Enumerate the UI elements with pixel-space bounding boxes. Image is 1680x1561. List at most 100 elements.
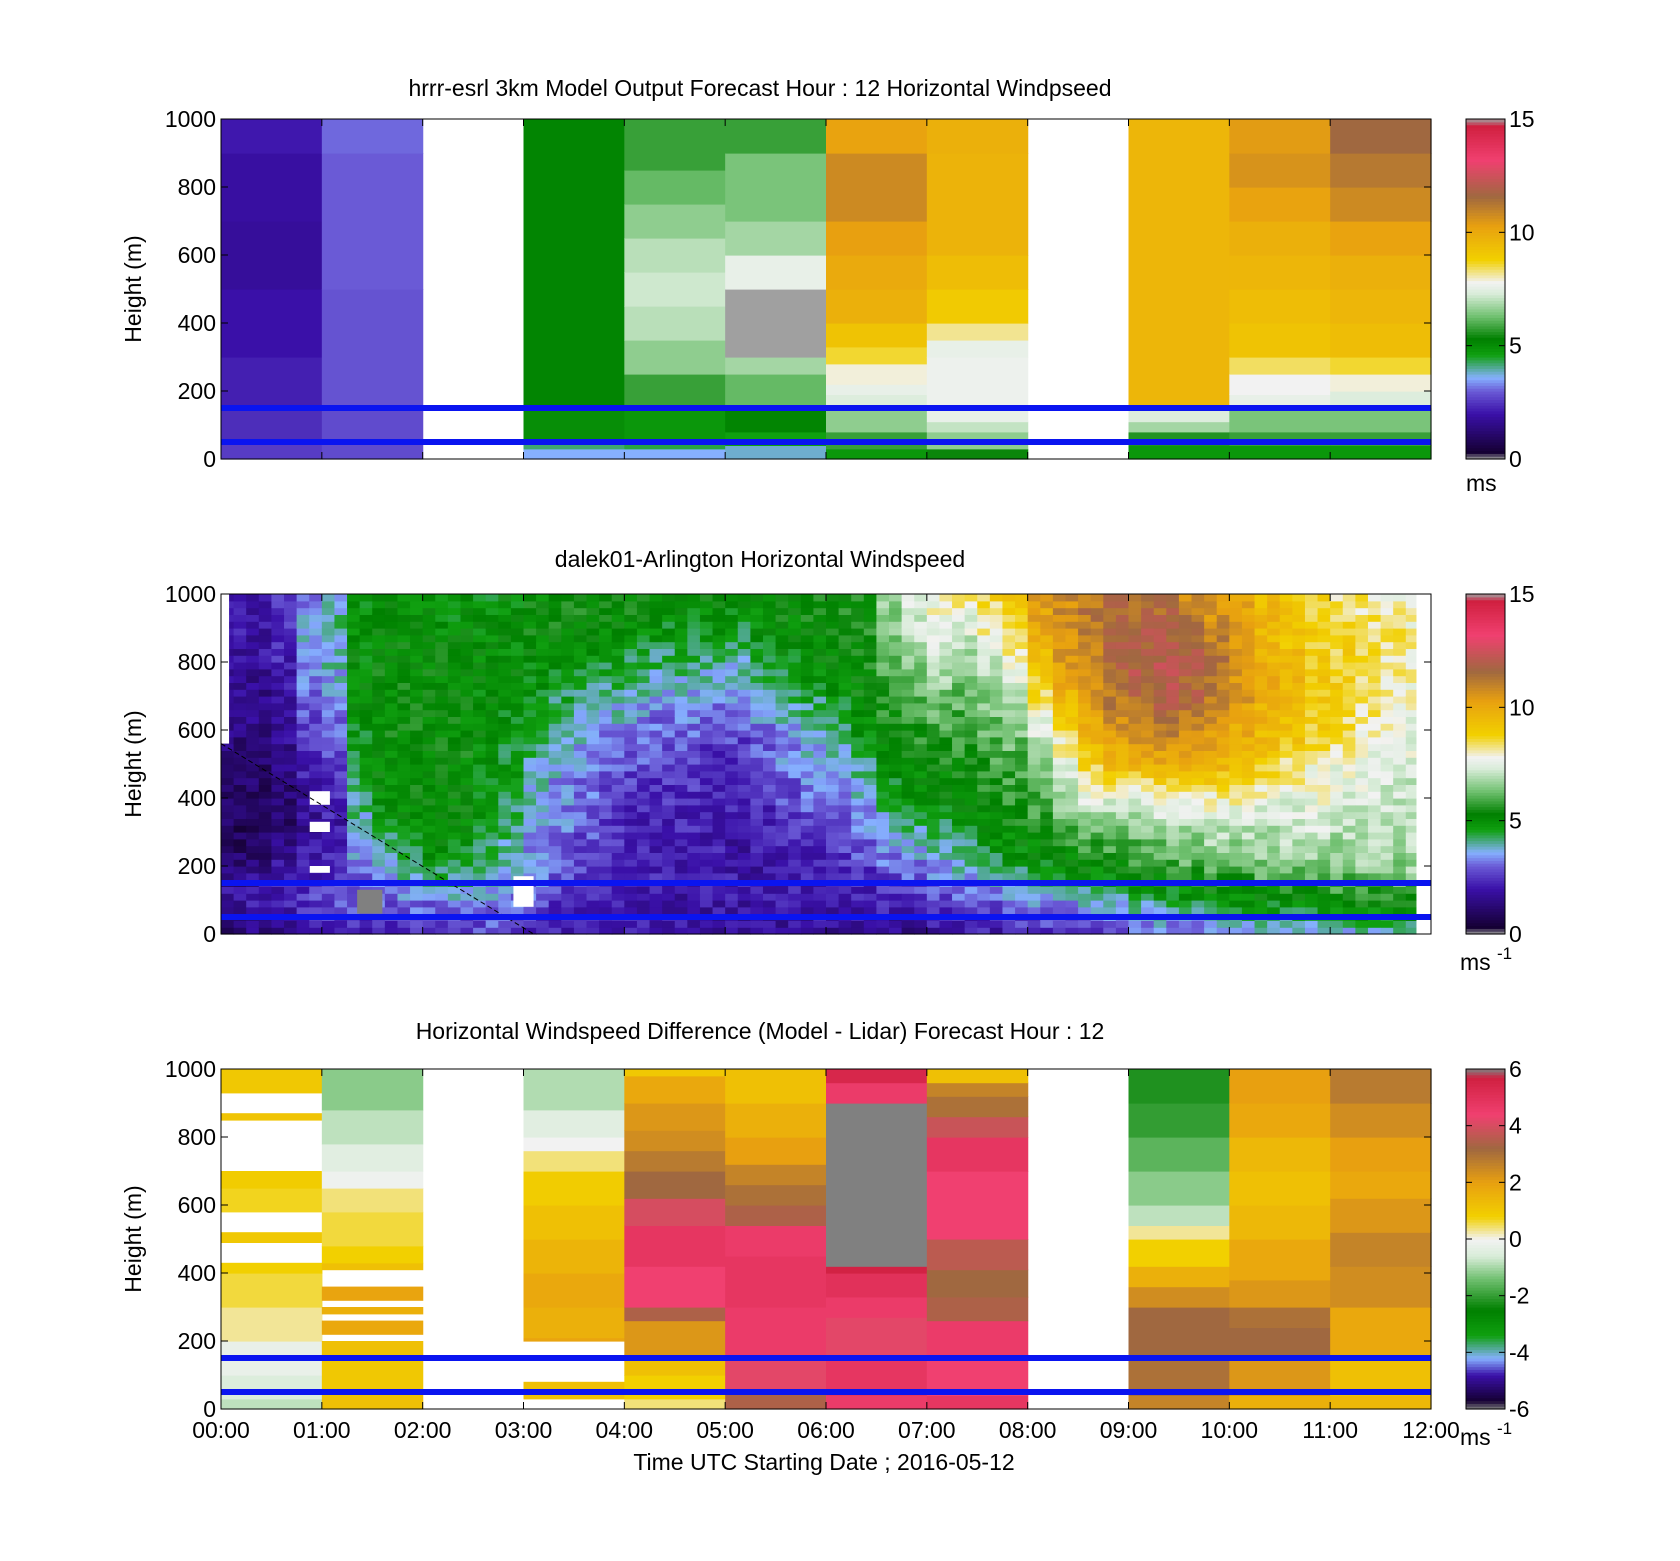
heatmap-cell xyxy=(1380,730,1394,738)
heatmap-cell xyxy=(246,845,260,853)
heatmap-cell xyxy=(1128,628,1142,636)
heatmap-cell xyxy=(485,920,499,928)
heatmap-cell xyxy=(334,886,348,894)
heatmap-cell xyxy=(447,682,462,690)
heatmap-cell xyxy=(1141,777,1155,785)
heatmap-cell xyxy=(624,204,726,239)
heatmap-cell xyxy=(926,757,941,765)
heatmap-cell xyxy=(662,757,676,765)
heatmap-cell xyxy=(1191,675,1205,683)
heatmap-cell xyxy=(1317,648,1331,656)
colorbar-swatch xyxy=(1466,450,1505,454)
heatmap-cell xyxy=(952,702,966,711)
heatmap-cell xyxy=(662,607,676,615)
heatmap-cell xyxy=(737,607,751,615)
heatmap-cell xyxy=(435,872,449,881)
heatmap-cell xyxy=(1052,634,1067,643)
heatmap-cell xyxy=(788,757,802,765)
colorbar-swatch xyxy=(1466,192,1505,197)
heatmap-cell xyxy=(1115,689,1130,697)
heatmap-cell xyxy=(359,668,373,677)
heatmap-cell xyxy=(321,777,336,785)
heatmap-cell xyxy=(498,750,512,758)
heatmap-cell xyxy=(296,689,310,697)
heatmap-cell xyxy=(548,927,562,935)
heatmap-cell xyxy=(296,682,310,690)
heatmap-cell xyxy=(1229,187,1331,222)
heatmap-cell xyxy=(624,374,726,409)
heatmap-cell xyxy=(1015,859,1029,867)
heatmap-cell xyxy=(422,906,436,915)
heatmap-cell xyxy=(737,689,751,697)
heatmap-cell xyxy=(1166,838,1180,847)
heatmap-cell xyxy=(914,866,928,874)
heatmap-cell xyxy=(397,743,411,751)
heatmap-cell xyxy=(485,818,499,826)
heatmap-cell xyxy=(410,770,424,779)
heatmap-cell xyxy=(636,784,651,792)
heatmap-cell xyxy=(826,886,840,894)
heatmap-cell xyxy=(1103,845,1117,853)
heatmap-cell xyxy=(1002,600,1016,609)
heatmap-cell xyxy=(649,900,663,908)
heatmap-cell xyxy=(548,600,562,609)
heatmap-cell xyxy=(510,614,525,622)
colorbar-swatch xyxy=(1466,283,1505,287)
heatmap-cell xyxy=(775,798,789,806)
heatmap-cell xyxy=(1267,668,1281,677)
heatmap-cell xyxy=(548,662,562,670)
heatmap-cell xyxy=(863,709,878,717)
heatmap-cell xyxy=(1330,600,1344,609)
heatmap-cell xyxy=(926,682,941,690)
heatmap-cell xyxy=(271,893,285,901)
heatmap-cell xyxy=(939,743,953,751)
heatmap-cell xyxy=(473,662,487,670)
heatmap-cell xyxy=(548,655,562,663)
heatmap-cell xyxy=(536,648,550,656)
heatmap-cell xyxy=(460,893,474,901)
heatmap-cell xyxy=(1090,838,1104,847)
heatmap-cell xyxy=(384,696,399,704)
heatmap-cell xyxy=(1355,621,1369,629)
heatmap-cell xyxy=(498,743,512,751)
heatmap-cell xyxy=(1304,866,1319,874)
heatmap-cell xyxy=(359,927,373,935)
heatmap-cell xyxy=(611,927,625,935)
heatmap-cell xyxy=(1355,689,1369,697)
heatmap-cell xyxy=(1204,784,1218,792)
heatmap-cell xyxy=(485,906,499,915)
heatmap-cell xyxy=(737,900,751,908)
heatmap-cell xyxy=(977,927,991,935)
heatmap-cell xyxy=(1279,621,1293,629)
heatmap-cell xyxy=(1355,614,1369,622)
heatmap-cell xyxy=(309,723,323,731)
colorbar-swatch xyxy=(1466,320,1505,324)
heatmap-cell xyxy=(586,716,600,724)
heatmap-cell xyxy=(952,634,966,643)
heatmap-cell xyxy=(674,730,688,738)
heatmap-cell xyxy=(1015,900,1029,908)
heatmap-cell xyxy=(1317,675,1331,683)
heatmap-cell xyxy=(221,920,235,928)
heatmap-cell xyxy=(284,770,298,779)
heatmap-cell xyxy=(1254,872,1268,881)
heatmap-cell xyxy=(485,723,499,731)
heatmap-cell xyxy=(1065,818,1079,826)
heatmap-cell xyxy=(977,628,991,636)
heatmap-cell xyxy=(1254,777,1268,785)
heatmap-cell xyxy=(1393,764,1407,772)
heatmap-cell xyxy=(498,804,512,813)
heatmap-cell xyxy=(447,866,462,874)
heatmap-cell xyxy=(611,859,625,867)
heatmap-cell xyxy=(725,648,739,656)
heatmap-cell xyxy=(1229,221,1331,256)
heatmap-cell xyxy=(788,906,802,915)
heatmap-cell xyxy=(321,702,336,711)
heatmap-cell xyxy=(1078,628,1092,636)
heatmap-cell xyxy=(611,607,625,615)
heatmap-cell xyxy=(1367,920,1382,928)
heatmap-cell xyxy=(838,641,852,649)
heatmap-cell xyxy=(309,689,323,697)
heatmap-cell xyxy=(611,655,625,663)
